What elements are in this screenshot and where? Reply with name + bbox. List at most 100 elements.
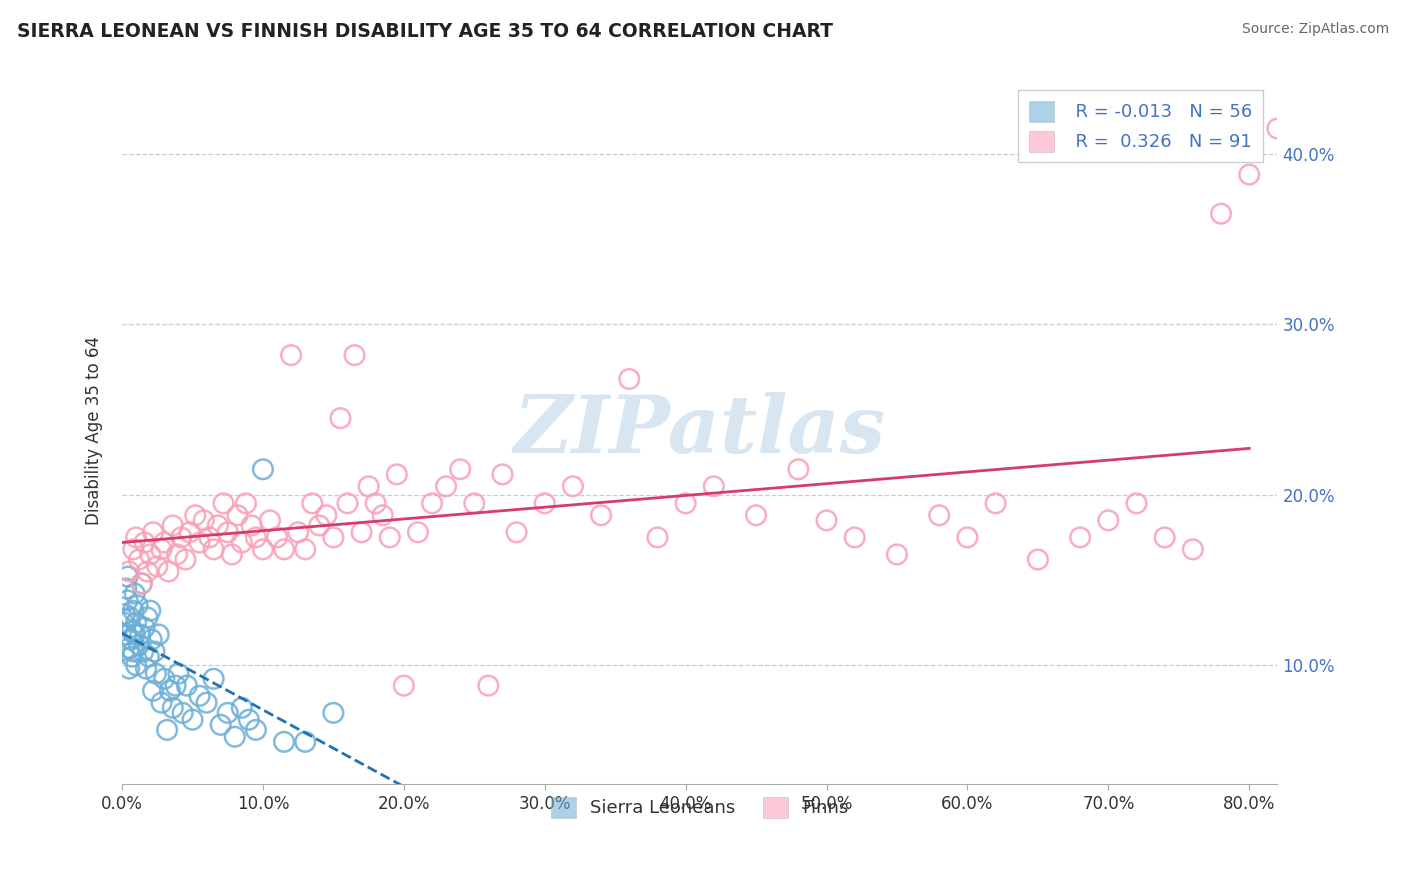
Point xyxy=(886,548,908,562)
Point xyxy=(209,718,232,732)
Point xyxy=(956,530,979,544)
Point xyxy=(420,496,443,510)
Point xyxy=(131,576,153,591)
Point xyxy=(121,624,143,639)
Point xyxy=(226,508,249,523)
Point xyxy=(984,496,1007,510)
Point xyxy=(120,610,142,624)
Point xyxy=(118,565,141,579)
Point xyxy=(132,644,155,658)
Point xyxy=(174,552,197,566)
Point xyxy=(207,518,229,533)
Point xyxy=(195,696,218,710)
Point xyxy=(167,666,190,681)
Point xyxy=(114,607,136,621)
Point xyxy=(138,649,160,664)
Point xyxy=(134,535,156,549)
Point xyxy=(145,666,167,681)
Point xyxy=(117,593,139,607)
Point xyxy=(181,713,204,727)
Point xyxy=(118,662,141,676)
Point xyxy=(1209,207,1232,221)
Text: ZIPatlas: ZIPatlas xyxy=(513,392,886,470)
Legend: Sierra Leoneans, Finns: Sierra Leoneans, Finns xyxy=(544,789,856,825)
Point xyxy=(188,535,211,549)
Point xyxy=(280,348,302,362)
Point xyxy=(188,689,211,703)
Point xyxy=(647,530,669,544)
Point xyxy=(266,530,288,544)
Point xyxy=(591,508,613,523)
Point xyxy=(159,683,181,698)
Point xyxy=(153,535,176,549)
Y-axis label: Disability Age 35 to 64: Disability Age 35 to 64 xyxy=(86,336,103,525)
Point xyxy=(217,706,239,720)
Point xyxy=(434,479,457,493)
Point xyxy=(1237,168,1260,182)
Point xyxy=(315,508,337,523)
Point xyxy=(392,679,415,693)
Point xyxy=(131,576,153,591)
Point xyxy=(124,627,146,641)
Point xyxy=(406,525,429,540)
Point xyxy=(121,649,143,664)
Point xyxy=(1365,542,1388,557)
Point xyxy=(115,582,138,596)
Point xyxy=(231,535,253,549)
Point xyxy=(357,479,380,493)
Point xyxy=(184,508,207,523)
Point xyxy=(294,542,316,557)
Point xyxy=(1351,525,1374,540)
Point xyxy=(1309,530,1331,544)
Point xyxy=(141,632,163,647)
Point xyxy=(252,542,274,557)
Point xyxy=(170,530,193,544)
Point xyxy=(136,610,159,624)
Point xyxy=(301,496,323,510)
Point xyxy=(148,627,170,641)
Point xyxy=(787,462,810,476)
Point xyxy=(259,513,281,527)
Point xyxy=(129,627,152,641)
Point xyxy=(115,627,138,641)
Point xyxy=(245,723,267,737)
Point xyxy=(212,496,235,510)
Point xyxy=(844,530,866,544)
Point xyxy=(273,542,295,557)
Point xyxy=(449,462,471,476)
Point xyxy=(1323,508,1346,523)
Point xyxy=(703,479,725,493)
Point xyxy=(273,735,295,749)
Point xyxy=(308,518,330,533)
Point xyxy=(157,565,180,579)
Point xyxy=(179,525,201,540)
Point xyxy=(143,644,166,658)
Point xyxy=(125,658,148,673)
Point xyxy=(231,700,253,714)
Point xyxy=(176,679,198,693)
Point xyxy=(343,348,366,362)
Point xyxy=(463,496,485,510)
Point xyxy=(112,615,135,630)
Point xyxy=(122,542,145,557)
Point xyxy=(146,559,169,574)
Point xyxy=(1097,513,1119,527)
Point xyxy=(287,525,309,540)
Point xyxy=(477,679,499,693)
Point xyxy=(364,496,387,510)
Point xyxy=(928,508,950,523)
Point xyxy=(217,525,239,540)
Point xyxy=(240,518,263,533)
Point xyxy=(815,513,838,527)
Point xyxy=(142,525,165,540)
Point xyxy=(162,700,184,714)
Point xyxy=(1295,246,1317,260)
Point xyxy=(252,462,274,476)
Point xyxy=(127,599,149,613)
Point xyxy=(378,530,401,544)
Point xyxy=(619,372,641,386)
Point xyxy=(505,525,527,540)
Text: Source: ZipAtlas.com: Source: ZipAtlas.com xyxy=(1241,22,1389,37)
Point xyxy=(533,496,555,510)
Point xyxy=(385,467,408,482)
